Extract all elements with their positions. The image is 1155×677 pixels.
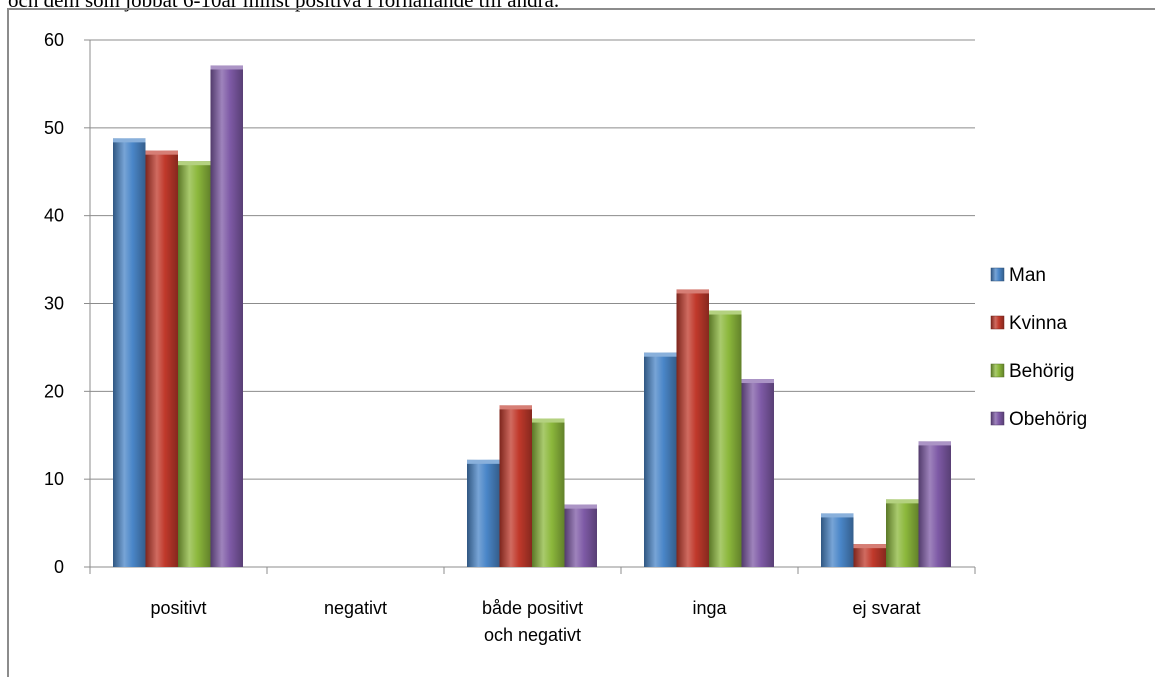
bar-kvinna-3 <box>676 289 709 567</box>
y-tick-labels: 0 10 20 30 40 50 60 <box>44 30 64 577</box>
bar-cap <box>113 138 146 143</box>
chart-frame <box>7 8 1155 677</box>
bar-obehörig-0 <box>210 65 243 567</box>
bar-kvinna-4 <box>853 544 886 567</box>
y-tick-label: 30 <box>44 294 64 314</box>
y-tick-label: 60 <box>44 30 64 50</box>
legend-swatch-kvinna <box>990 315 1005 330</box>
bar-man-3 <box>644 352 677 567</box>
bars <box>113 65 951 568</box>
y-tick-label: 40 <box>44 206 64 226</box>
bar-behörig-4 <box>886 499 919 567</box>
legend-swatch-behörig <box>990 363 1005 378</box>
x-tick-label: positivt <box>150 598 206 618</box>
legend-swatch-obehörig <box>990 411 1005 426</box>
bar-man-0 <box>113 138 146 567</box>
x-tick-label: negativt <box>324 598 387 618</box>
x-tick-label: inga <box>692 598 727 618</box>
bar-man-4 <box>821 513 854 567</box>
bar-kvinna-2 <box>499 405 532 567</box>
legend: Man Kvinna Behörig Obehörig <box>990 265 1087 430</box>
bar-cap <box>644 352 677 357</box>
bar-man-2 <box>467 459 500 567</box>
legend-label: Obehörig <box>1009 409 1087 430</box>
bar-behörig-2 <box>532 418 565 567</box>
bar-cap <box>821 513 854 518</box>
bar-cap <box>145 150 178 155</box>
legend-swatch-man <box>990 267 1005 282</box>
bar-obehörig-3 <box>741 379 774 567</box>
bar-cap <box>918 441 951 446</box>
bar-behörig-0 <box>178 161 211 567</box>
y-tick-label: 50 <box>44 118 64 138</box>
bar-cap <box>532 418 565 423</box>
legend-label: Behörig <box>1009 361 1075 382</box>
y-tick-label: 20 <box>44 381 64 401</box>
bar-behörig-3 <box>709 310 742 567</box>
y-tick-label: 10 <box>44 469 64 489</box>
x-tick-label: och negativt <box>484 625 581 645</box>
y-tick-label: 0 <box>54 557 64 577</box>
bar-kvinna-0 <box>145 150 178 568</box>
bar-cap <box>178 161 211 166</box>
bar-cap <box>853 544 886 549</box>
x-tick-label: både positivt <box>482 598 583 618</box>
legend-label: Kvinna <box>1009 313 1068 334</box>
x-tick-labels: positivt negativt både positivt och negativ… <box>150 598 920 645</box>
bar-cap <box>210 65 243 70</box>
bar-cap <box>499 405 532 410</box>
bar-cap <box>886 499 919 504</box>
bar-cap <box>564 504 597 509</box>
bar-cap <box>467 459 500 464</box>
bar-obehörig-2 <box>564 504 597 567</box>
bar-cap <box>741 379 774 384</box>
x-tick-label: ej svarat <box>852 598 920 618</box>
bar-obehörig-4 <box>918 441 951 567</box>
bar-cap <box>709 310 742 315</box>
bar-cap <box>676 289 709 294</box>
legend-label: Man <box>1009 265 1046 286</box>
